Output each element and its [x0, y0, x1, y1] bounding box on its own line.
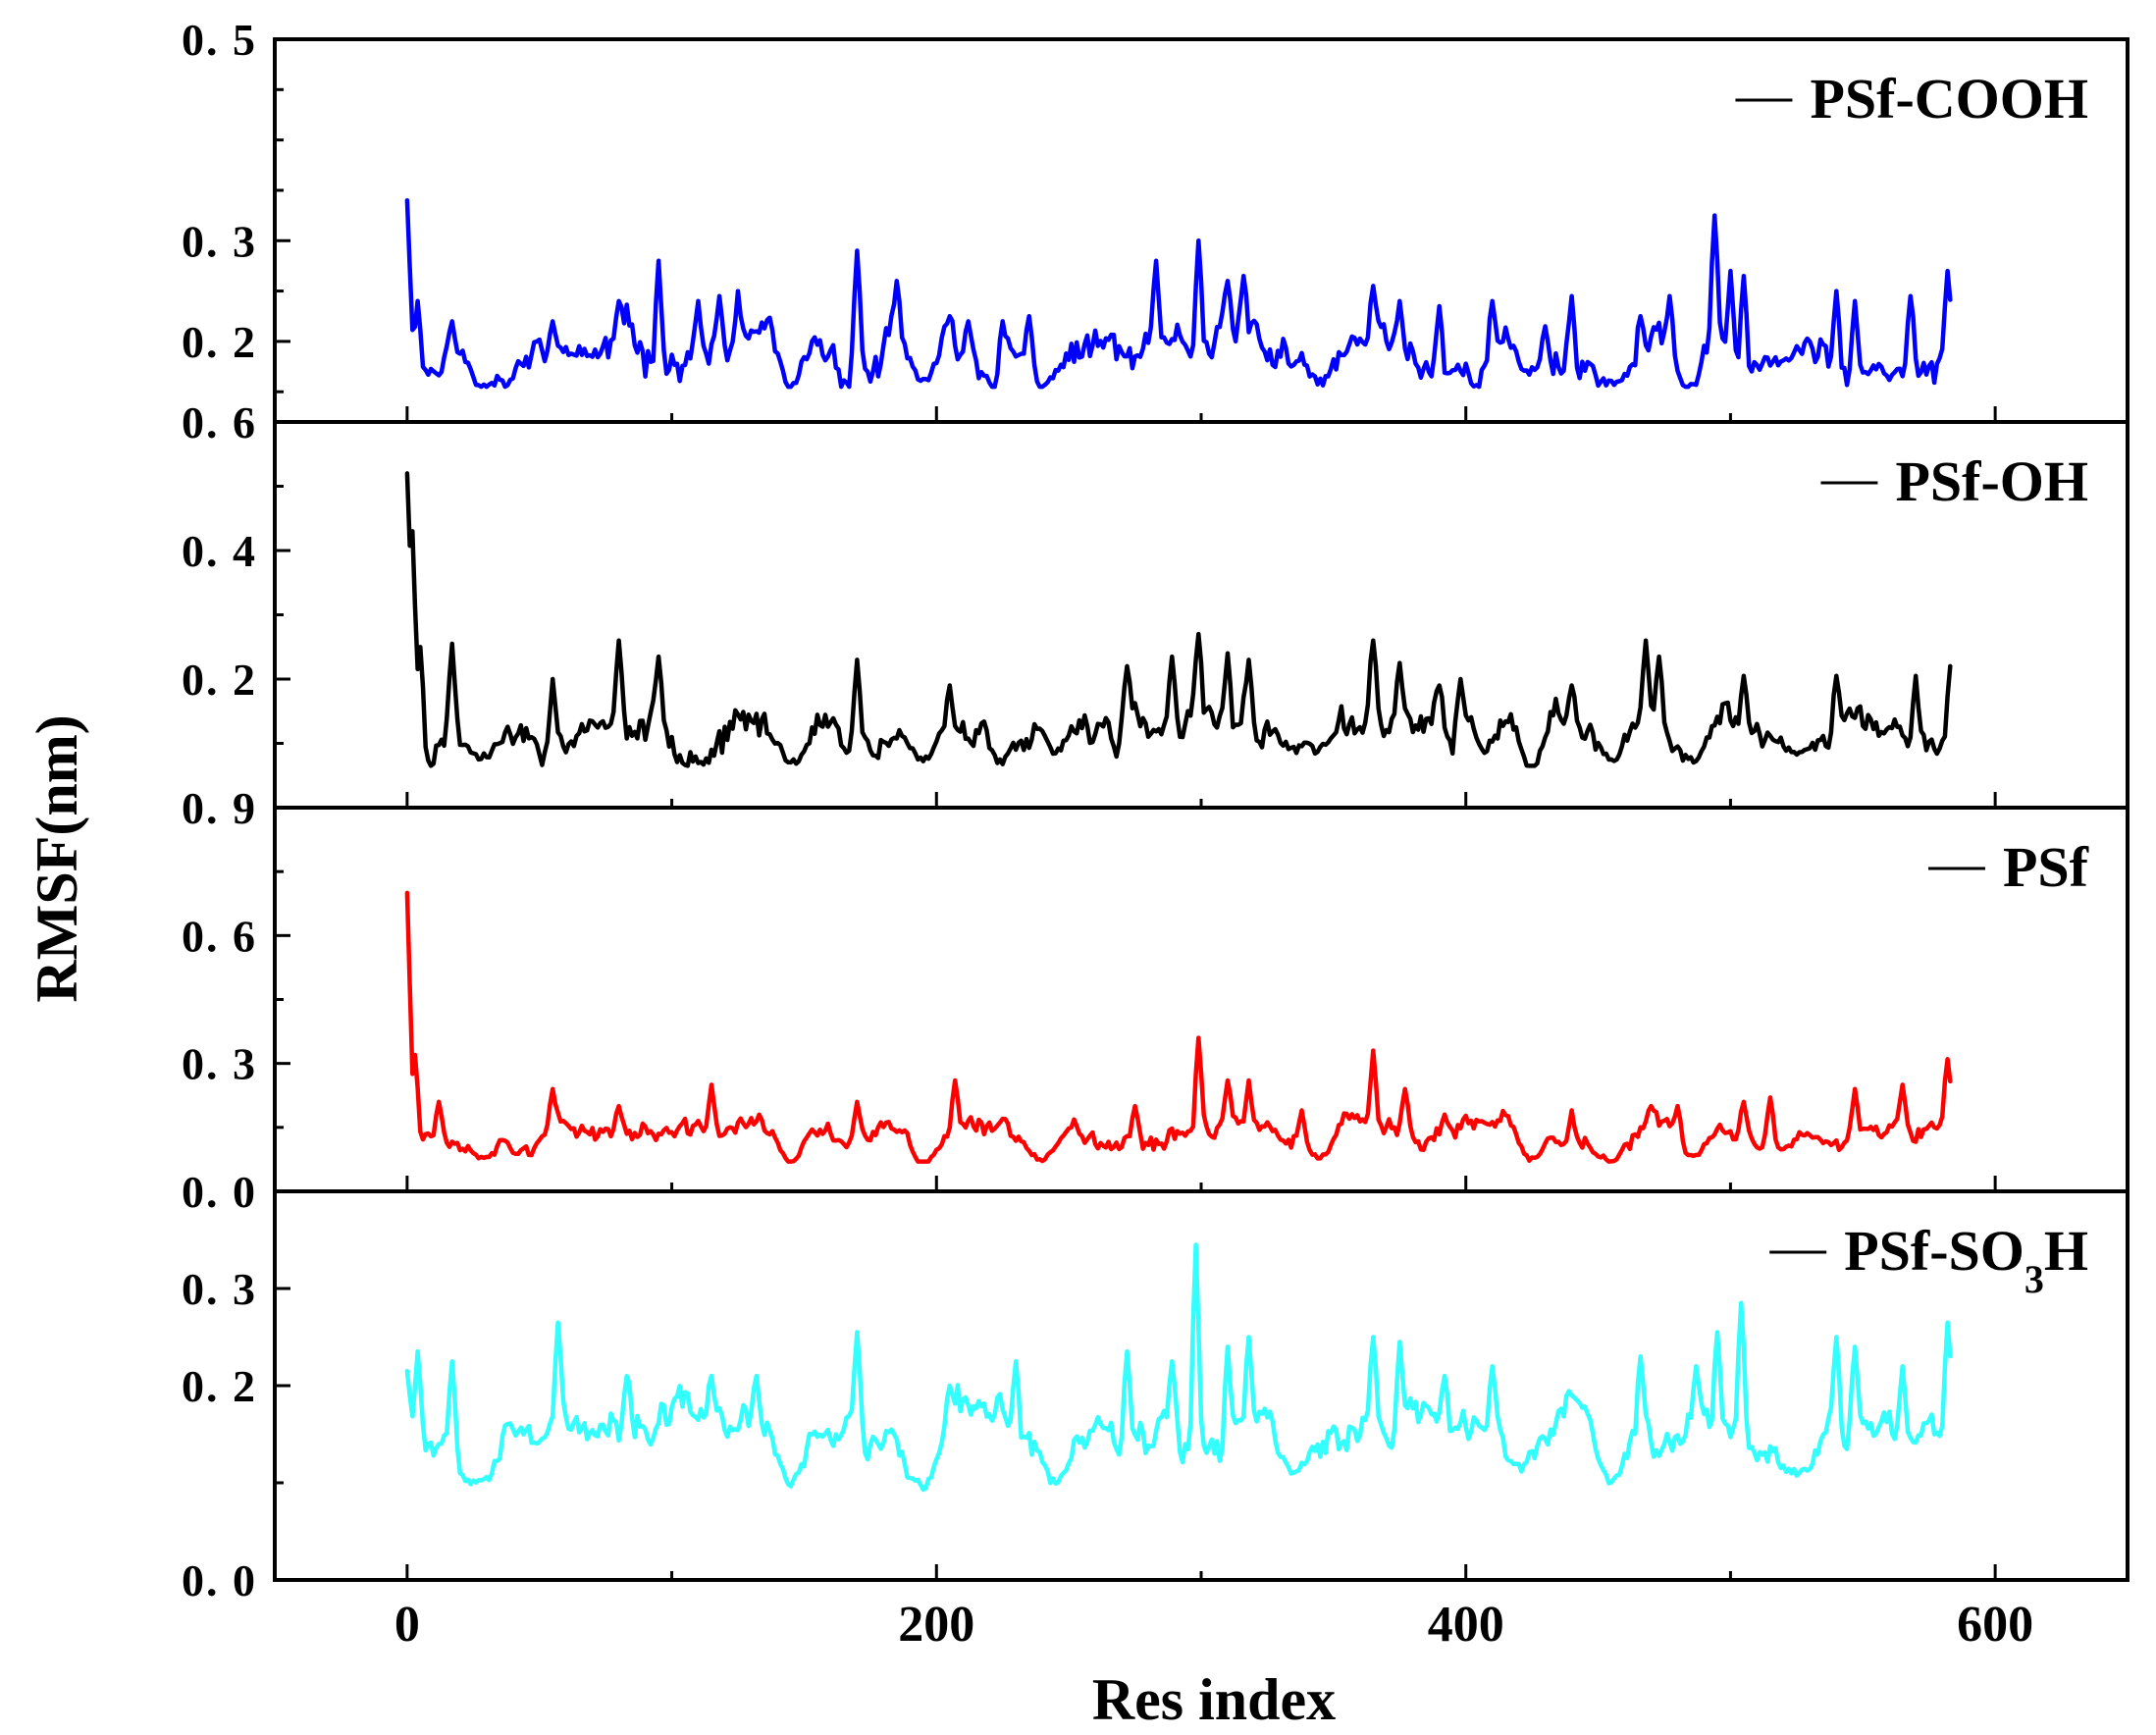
y-tick-label: 0. 2 [182, 317, 257, 367]
y-tick-label: 0. 0 [182, 1555, 257, 1605]
y-axis-title: RMSF(nm) [25, 714, 89, 1002]
y-tick-label: 0. 9 [182, 783, 257, 833]
y-tick-label: 0. 0 [182, 1167, 257, 1217]
x-tick-label: 200 [898, 1597, 974, 1653]
legends: PSf-COOH PSf-OH PSf PSf-SO3H [1735, 67, 2089, 1301]
y-tick-label: 0. 6 [182, 397, 257, 447]
y-tick-label: 0. 2 [182, 1361, 257, 1411]
panel-frame [273, 420, 2130, 810]
series-line-psf-so3h [404, 1242, 1953, 1493]
series-line-psf-oh [404, 471, 1953, 768]
legend-label: PSf [2003, 835, 2089, 899]
x-tick-label: 600 [1957, 1597, 2033, 1653]
series-lines [404, 197, 1953, 1493]
series-line-psf-cooh [404, 197, 1953, 390]
series-line-psf [404, 890, 1953, 1164]
y-tick-label: 0. 2 [182, 655, 257, 705]
axis-ticks: 0. 2 0. 3 0. 5 0. 2 0. 4 0. 6 0. 0 0. 3 0. 6 0. 9… [182, 15, 2033, 1653]
x-tick-label: 0 [394, 1597, 420, 1653]
y-tick-label: 0. 3 [182, 1039, 257, 1089]
y-tick-label: 0. 3 [182, 216, 257, 266]
x-axis-title: Res index [1092, 1667, 1336, 1732]
legend-label: PSf-COOH [1810, 67, 2088, 131]
y-tick-label: 0. 5 [182, 15, 257, 65]
legend-label: PSf-SO3H [1844, 1219, 2088, 1301]
y-tick-label: 0. 4 [182, 526, 257, 576]
legend-label: PSf-OH [1895, 449, 2088, 513]
y-tick-label: 0. 6 [182, 911, 257, 961]
x-tick-label: 400 [1428, 1597, 1504, 1653]
y-tick-label: 0. 3 [182, 1264, 257, 1314]
